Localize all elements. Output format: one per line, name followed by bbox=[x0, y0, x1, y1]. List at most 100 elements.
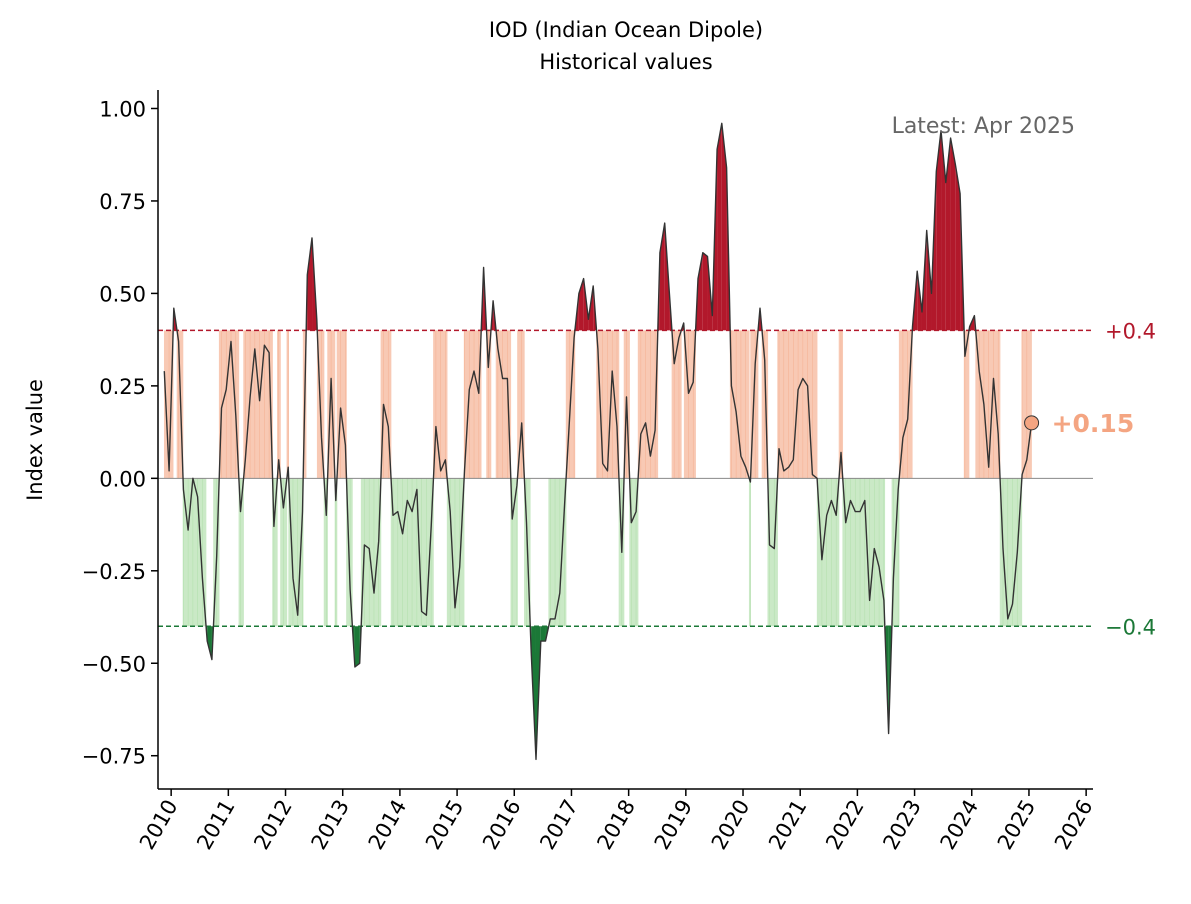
weak-positive-fill bbox=[678, 330, 682, 479]
weak-negative-fill bbox=[360, 478, 365, 627]
weak-negative-fill bbox=[845, 478, 851, 627]
weak-positive-fill bbox=[336, 330, 341, 479]
weak-negative-fill bbox=[402, 478, 408, 627]
weak-positive-fill bbox=[735, 330, 742, 479]
weak-positive-fill bbox=[225, 330, 232, 479]
weak-positive-fill bbox=[440, 330, 446, 479]
weak-positive-fill bbox=[277, 330, 279, 479]
weak-positive-fill bbox=[692, 330, 696, 479]
x-tick-label: 2021 bbox=[764, 796, 812, 854]
weak-negative-fill bbox=[549, 478, 556, 627]
weak-positive-fill bbox=[249, 330, 256, 479]
weak-positive-fill bbox=[731, 330, 737, 479]
weak-positive-fill bbox=[245, 330, 251, 479]
weak-positive-fill bbox=[445, 330, 448, 479]
chart-title: IOD (Indian Ocean Dipole) bbox=[488, 18, 764, 42]
weak-positive-fill bbox=[626, 330, 630, 479]
weak-negative-fill bbox=[421, 478, 427, 627]
weak-negative-fill bbox=[197, 478, 203, 627]
y-tick-label: 1.00 bbox=[99, 97, 146, 121]
last-point-marker bbox=[1024, 415, 1040, 431]
strong-positive-fill bbox=[936, 130, 942, 331]
weak-positive-fill bbox=[380, 330, 384, 479]
y-tick-label: −0.25 bbox=[82, 560, 146, 584]
weak-negative-fill bbox=[238, 478, 241, 627]
weak-positive-fill bbox=[517, 330, 522, 479]
x-tick-label: 2010 bbox=[135, 796, 183, 854]
x-tick-label: 2022 bbox=[821, 796, 869, 854]
weak-negative-fill bbox=[548, 478, 551, 627]
series-line bbox=[163, 122, 1033, 761]
weak-positive-fill bbox=[286, 330, 289, 479]
weak-positive-fill bbox=[907, 330, 913, 479]
weak-negative-fill bbox=[187, 478, 194, 627]
weak-positive-fill bbox=[978, 330, 985, 479]
weak-positive-fill bbox=[783, 330, 789, 479]
weak-positive-fill bbox=[383, 330, 389, 479]
weak-negative-fill bbox=[335, 478, 338, 627]
weak-positive-fill bbox=[345, 330, 347, 479]
weak-negative-fill bbox=[411, 478, 418, 627]
strong-positive-fill bbox=[955, 163, 961, 331]
x-tick-label: 2024 bbox=[936, 796, 984, 854]
x-tick-label: 2026 bbox=[1050, 796, 1098, 854]
weak-positive-fill bbox=[495, 330, 499, 479]
weak-negative-fill bbox=[859, 478, 866, 627]
weak-negative-fill bbox=[831, 478, 837, 627]
weak-negative-fill bbox=[748, 478, 751, 627]
x-tick-label: 2018 bbox=[592, 796, 640, 854]
weak-negative-fill bbox=[240, 478, 244, 627]
weak-positive-fill bbox=[997, 330, 1001, 479]
x-tick-label: 2023 bbox=[878, 796, 926, 854]
x-tick-label: 2013 bbox=[307, 796, 355, 854]
y-tick-label: 0.50 bbox=[99, 282, 146, 306]
weak-negative-fill bbox=[368, 478, 375, 627]
weak-positive-fill bbox=[745, 330, 750, 479]
weak-positive-fill bbox=[435, 330, 441, 479]
weak-positive-fill bbox=[468, 330, 475, 479]
weak-negative-fill bbox=[516, 478, 518, 627]
weak-negative-fill bbox=[302, 478, 304, 627]
weak-negative-fill bbox=[510, 478, 513, 627]
weak-positive-fill bbox=[964, 330, 970, 479]
weak-negative-fill bbox=[1002, 478, 1009, 627]
latest-annotation: Latest: Apr 2025 bbox=[892, 114, 1075, 139]
weak-positive-fill bbox=[387, 330, 392, 479]
weak-positive-fill bbox=[473, 330, 480, 479]
weak-positive-fill bbox=[902, 330, 908, 479]
weak-negative-fill bbox=[511, 478, 518, 627]
weak-positive-fill bbox=[683, 330, 689, 479]
weak-positive-fill bbox=[898, 330, 904, 479]
y-tick-label: −0.50 bbox=[82, 652, 146, 676]
weak-negative-fill bbox=[183, 478, 189, 627]
weak-positive-fill bbox=[602, 330, 608, 479]
weak-negative-fill bbox=[192, 478, 198, 627]
weak-negative-fill bbox=[816, 478, 823, 627]
weak-negative-fill bbox=[392, 478, 399, 627]
strong-positive-fill bbox=[717, 123, 722, 331]
weak-positive-fill bbox=[754, 330, 759, 479]
x-tick-label: 2016 bbox=[478, 796, 526, 854]
weak-negative-fill bbox=[373, 478, 380, 627]
weak-negative-fill bbox=[349, 478, 353, 627]
weak-positive-fill bbox=[254, 330, 260, 479]
weak-positive-fill bbox=[645, 330, 651, 479]
weak-negative-fill bbox=[869, 478, 875, 627]
weak-negative-fill bbox=[390, 478, 394, 627]
weak-positive-fill bbox=[673, 330, 680, 479]
weak-negative-fill bbox=[397, 478, 403, 627]
x-tick-label: 2012 bbox=[249, 796, 297, 854]
weak-positive-fill bbox=[507, 330, 512, 479]
strong-positive-fill bbox=[950, 138, 956, 331]
weak-positive-fill bbox=[607, 330, 613, 479]
weak-negative-fill bbox=[292, 478, 299, 627]
weak-positive-fill bbox=[488, 330, 492, 479]
weak-positive-fill bbox=[1026, 330, 1032, 479]
x-tick-label: 2014 bbox=[364, 796, 412, 854]
weak-negative-fill bbox=[524, 478, 527, 627]
weak-negative-fill bbox=[750, 478, 751, 627]
weak-positive-fill bbox=[650, 330, 656, 479]
weak-negative-fill bbox=[216, 478, 220, 627]
